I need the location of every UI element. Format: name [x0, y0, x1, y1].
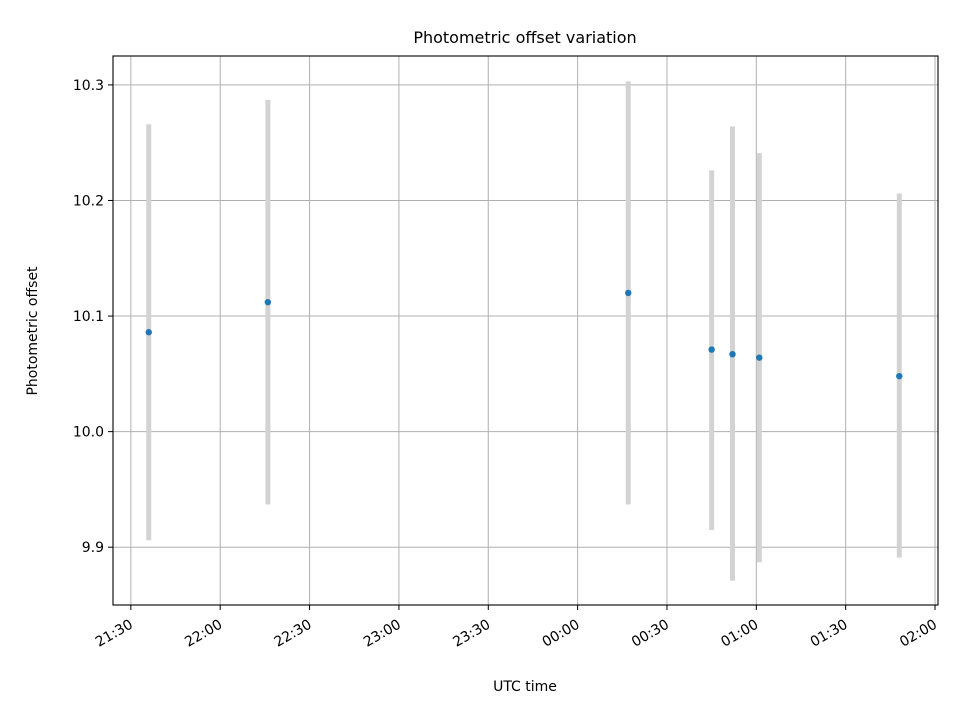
- data-point: [708, 346, 715, 353]
- y-axis-ticks: 9.9 10.0 10.1 10.2 10.3: [73, 78, 113, 556]
- data-point: [896, 372, 903, 380]
- data-point: [625, 289, 632, 297]
- y-tick-label: 10.1: [73, 309, 104, 325]
- data-point: [145, 329, 152, 336]
- y-tick-label: 10.2: [73, 193, 104, 209]
- y-tick-label: 9.9: [82, 540, 104, 556]
- x-axis-label: UTC time: [493, 679, 557, 695]
- y-axis-label: Photometric offset: [25, 266, 41, 396]
- chart-title: Photometric offset variation: [413, 28, 636, 47]
- data-points: [145, 289, 903, 380]
- data-point: [729, 350, 736, 358]
- grid: [113, 56, 938, 605]
- data-point: [756, 354, 763, 361]
- y-tick-label: 10.3: [73, 78, 104, 94]
- data-point: [264, 298, 272, 306]
- plot-frame: [112, 55, 939, 606]
- y-tick-label: 10.0: [73, 425, 104, 441]
